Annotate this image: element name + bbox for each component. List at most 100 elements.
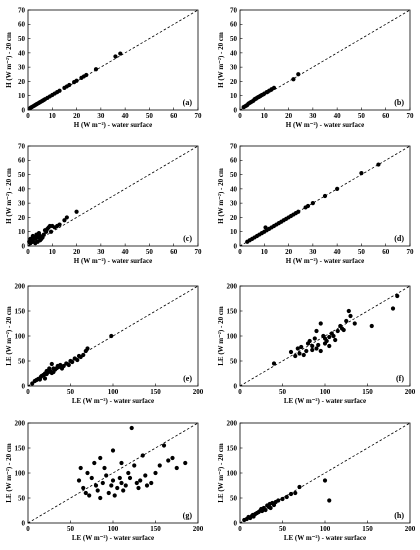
y-tick-label: 150 (227, 444, 238, 452)
data-point (113, 54, 118, 59)
data-point (271, 85, 277, 90)
data-point (70, 359, 75, 365)
y-tick-label: 70 (230, 142, 238, 150)
y-tick-label: 30 (18, 200, 26, 208)
data-point (81, 485, 86, 491)
data-point (136, 485, 141, 491)
y-tick-label: 10 (230, 228, 238, 236)
data-point (341, 327, 346, 333)
x-tick-label: 70 (195, 248, 203, 256)
y-tick-label: 10 (230, 92, 238, 100)
data-point (104, 473, 109, 478)
y-tick-label: 20 (230, 78, 238, 86)
data-point (395, 293, 400, 299)
data-point (67, 82, 72, 88)
panel-label: (f) (396, 374, 404, 383)
data-point (316, 342, 321, 348)
data-point (93, 67, 99, 72)
y-tick-label: 0 (234, 242, 238, 250)
y-tick-label: 0 (234, 382, 238, 390)
y-tick-label: 20 (230, 214, 238, 222)
y-tick-label: 100 (227, 332, 238, 340)
x-tick-label: 200 (405, 388, 416, 396)
data-point (102, 465, 107, 471)
y-tick-label: 50 (18, 171, 26, 179)
data-point (304, 348, 309, 354)
x-tick-label: 20 (73, 112, 81, 120)
x-tick-label: 40 (122, 112, 130, 120)
x-tick-label: 60 (170, 112, 178, 120)
y-tick-label: 100 (227, 469, 238, 477)
data-point (144, 483, 150, 488)
data-point (76, 478, 82, 483)
one-to-one-line (27, 422, 199, 524)
data-point (123, 483, 128, 488)
y-tick-label: 200 (15, 282, 26, 290)
data-point (110, 478, 116, 483)
x-tick-label: 10 (261, 112, 269, 120)
y-axis-title: H (W m⁻²) - 20 cm (5, 32, 13, 88)
panel-label: (b) (394, 98, 404, 107)
x-tick-label: 0 (26, 525, 30, 533)
x-tick-label: 100 (320, 388, 331, 396)
y-axis-title: H (W m⁻²) - 20 cm (217, 168, 225, 224)
data-point (57, 88, 62, 93)
data-point (119, 480, 124, 486)
x-tick-label: 50 (146, 112, 154, 120)
y-tick-label: 40 (18, 185, 26, 193)
panel-label: (c) (183, 234, 192, 243)
data-point (109, 483, 114, 488)
data-point (83, 490, 88, 496)
data-point (84, 72, 89, 78)
y-tick-label: 10 (18, 228, 26, 236)
panel-label: (g) (183, 511, 193, 520)
data-point (78, 465, 83, 471)
data-point (322, 193, 328, 199)
data-point (89, 475, 94, 481)
data-point (322, 478, 328, 483)
y-tick-label: 50 (230, 357, 238, 365)
data-point (327, 498, 332, 503)
data-point (134, 480, 139, 486)
data-point (310, 343, 315, 349)
y-tick-label: 50 (18, 357, 26, 365)
data-point (295, 346, 300, 351)
plot-frame (27, 145, 199, 247)
x-tick-label: 50 (67, 525, 75, 533)
data-point (170, 455, 175, 461)
data-point (62, 218, 67, 223)
data-point (138, 478, 143, 483)
data-point (119, 460, 124, 466)
y-tick-label: 150 (15, 307, 26, 315)
y-tick-label: 60 (18, 21, 26, 29)
x-tick-label: 50 (279, 525, 287, 533)
y-axis-title: H (W m⁻²) - 20 cm (217, 32, 225, 88)
y-tick-label: 70 (18, 142, 26, 150)
data-point (81, 352, 86, 358)
data-point (390, 306, 396, 311)
x-tick-label: 10 (261, 248, 269, 256)
data-point (183, 460, 188, 466)
x-tick-label: 50 (279, 388, 287, 396)
data-point (49, 361, 54, 367)
x-tick-label: 0 (26, 248, 30, 256)
panel-label: (a) (183, 98, 193, 107)
x-tick-label: 50 (67, 388, 75, 396)
x-tick-label: 10 (49, 112, 57, 120)
x-tick-label: 50 (358, 112, 366, 120)
data-point (312, 336, 317, 341)
data-point (127, 475, 133, 481)
x-tick-label: 20 (285, 248, 293, 256)
y-axis-title: LE (W m⁻²) - 20 cm (5, 306, 13, 366)
data-point (288, 349, 294, 355)
data-point (299, 344, 304, 350)
y-tick-label: 10 (18, 92, 26, 100)
x-tick-label: 30 (97, 112, 105, 120)
one-to-one-line (239, 285, 411, 387)
data-point (268, 505, 273, 511)
data-point (359, 171, 364, 176)
data-point (93, 483, 99, 488)
